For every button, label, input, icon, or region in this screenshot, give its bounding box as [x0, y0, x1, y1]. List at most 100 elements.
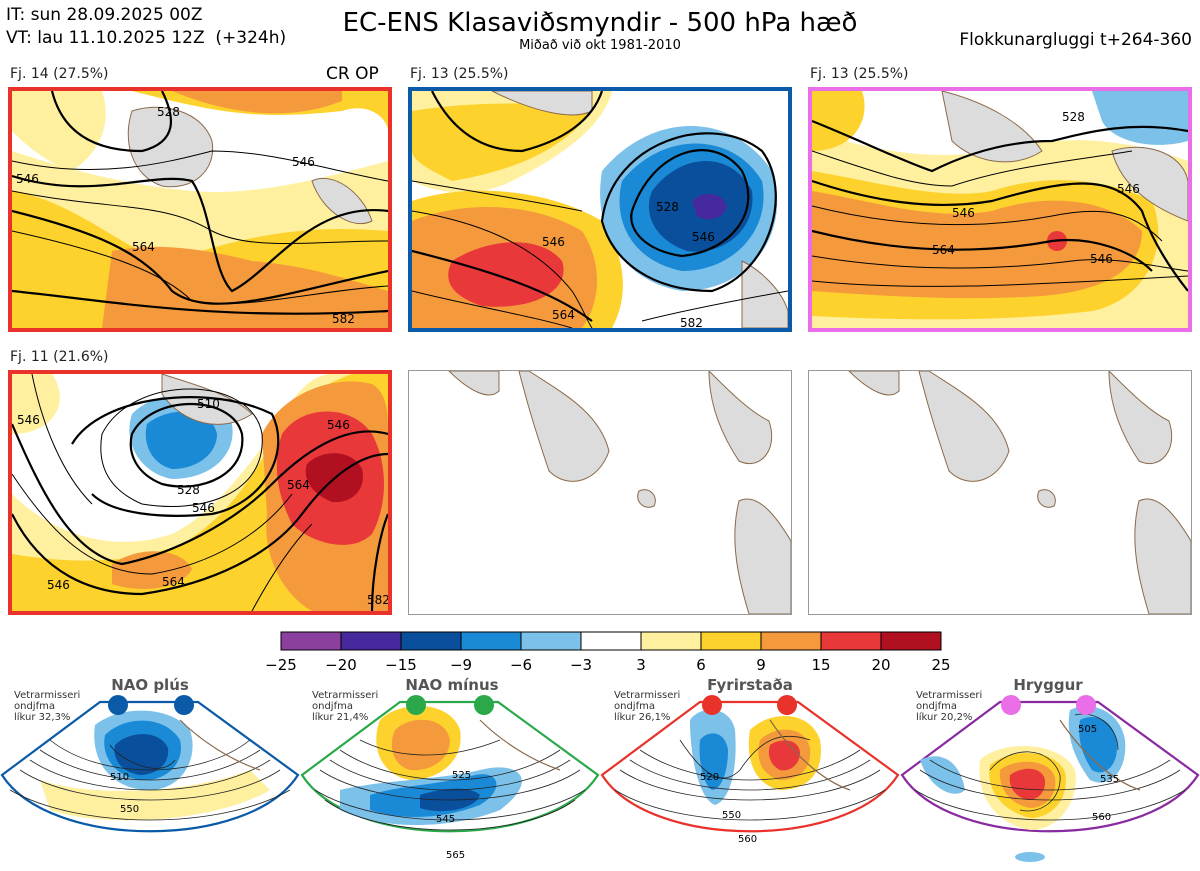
panel-label-3: Fj. 13 (25.5%) — [810, 66, 909, 82]
panel-label-4: Fj. 11 (21.6%) — [10, 349, 109, 365]
colorbar-tick-label: −9 — [449, 656, 473, 674]
colorbar-cell — [460, 631, 522, 651]
colorbar-cell — [640, 631, 702, 651]
cluster-map-3: 528 546 546 564 546 — [808, 87, 1192, 332]
regime-contour-label: 560 — [738, 834, 757, 845]
anomaly-pos-9 — [812, 191, 1142, 299]
regime-title-ridge: Hryggur — [1013, 676, 1083, 694]
regime-dot — [702, 695, 722, 715]
cluster-map-2-svg: 528 546 564 546 582 — [412, 91, 788, 328]
contour-label: 546 — [17, 413, 40, 427]
colorbar-cell — [280, 631, 342, 651]
contour-label: 546 — [47, 578, 70, 592]
contour-528 — [630, 149, 750, 258]
contour-label: 546 — [952, 206, 975, 220]
iceland-land — [637, 489, 656, 508]
regime-contour-label: 525 — [452, 770, 471, 781]
anomaly-neg-20 — [692, 194, 727, 220]
cluster-map-2: 528 546 564 546 582 — [408, 87, 792, 332]
colorbar-tick-label: 3 — [636, 656, 646, 674]
contour-528 — [71, 396, 280, 517]
colorbar — [280, 631, 942, 651]
greenland-land — [918, 371, 1010, 482]
regime-contour-label: 535 — [1100, 774, 1119, 785]
regime-title-block: Fyrirstaða — [707, 676, 793, 694]
europe-land — [734, 498, 791, 614]
contour-label: 528 — [157, 105, 180, 119]
contour-label: 564 — [162, 575, 185, 589]
regime-contour-label: 560 — [1092, 812, 1111, 823]
contour-546 — [600, 132, 777, 293]
arctic-land — [448, 371, 500, 396]
regime-dot — [474, 695, 494, 715]
greenland-land — [127, 106, 214, 188]
contour-label: 528 — [177, 483, 200, 497]
cluster-map-4: 510 528 546 546 564 546 564 546 582 — [8, 370, 392, 615]
scandinavia-land — [1111, 146, 1188, 222]
colorbar-tick-label: −15 — [385, 656, 417, 674]
classification-window: Flokkunargluggi t+264-360 — [959, 30, 1192, 50]
page-subtitle: Miðað við okt 1981-2010 — [519, 38, 681, 53]
regime-sector-nao-plus: 510 550 — [0, 700, 300, 833]
regime-dot — [777, 695, 797, 715]
colorbar-tick-label: 9 — [756, 656, 766, 674]
anomaly-neg-3 — [1092, 91, 1188, 145]
contour-564 — [12, 452, 388, 596]
init-time: IT: sun 28.09.2025 00Z — [6, 5, 203, 25]
contour-label: 546 — [16, 172, 39, 186]
regime-dot — [108, 695, 128, 715]
regime-title-nao-plus: NAO plús — [111, 676, 189, 694]
regime-contour-label: 510 — [110, 772, 129, 783]
contour-label: 564 — [552, 308, 575, 322]
contour-564 — [12, 209, 388, 305]
anomaly-neg-6 — [145, 411, 217, 469]
scandinavia-land — [708, 371, 773, 465]
valid-time: VT: lau 11.10.2025 12Z (+324h) — [6, 28, 287, 48]
contour-546 — [12, 174, 388, 293]
regime-sector-ridge: 505 535 560 — [900, 700, 1200, 862]
colorbar-tick-label: 20 — [871, 656, 891, 674]
regime-dot — [1001, 695, 1021, 715]
contour-label: 546 — [542, 235, 565, 249]
colorbar-tick-label: −20 — [325, 656, 357, 674]
regime-contour-label: 505 — [1078, 724, 1097, 735]
arctic-land — [848, 371, 900, 396]
anomaly-pos-3-nw — [12, 91, 106, 171]
contour-564 — [412, 249, 593, 322]
colorbar-cell — [760, 631, 822, 651]
colorbar-tick-label: 25 — [931, 656, 951, 674]
scandinavia-land — [1108, 371, 1173, 465]
cluster-map-1-svg: 546 528 564 546 582 — [12, 91, 388, 328]
contour-label: 546 — [327, 418, 350, 432]
contour-label: 582 — [680, 316, 703, 328]
colorbar-tick-label: 15 — [811, 656, 831, 674]
regime-contour-label: 565 — [446, 850, 465, 861]
regime-dot — [406, 695, 426, 715]
colorbar-tick-label: −6 — [509, 656, 533, 674]
contour-528 — [50, 91, 172, 153]
contour-label: 546 — [1117, 182, 1140, 196]
colorbar-cell — [820, 631, 882, 651]
cluster-map-4-svg: 510 528 546 546 564 546 564 546 582 — [12, 374, 388, 611]
regime-stat-ridge: Vetrarmisseri ondjfma líkur 20,2% — [916, 690, 983, 723]
anomaly-pos-6-nw — [812, 91, 865, 151]
anomaly-pos-15 — [448, 242, 564, 307]
colorbar-cell — [880, 631, 942, 651]
contour-546 — [812, 179, 1188, 292]
colorbar-cell — [580, 631, 642, 651]
contour-label: 528 — [656, 200, 679, 214]
colorbar-cell — [700, 631, 762, 651]
iceland-land — [1037, 489, 1056, 508]
contour-label: 546 — [292, 155, 315, 169]
regime-sector-nao-minus: 525 545 565 — [300, 700, 600, 861]
empty-map-5 — [408, 370, 792, 615]
panel-label-1: Fj. 14 (27.5%) — [10, 66, 109, 82]
regime-contour-label: 550 — [722, 810, 741, 821]
empty-map-6 — [808, 370, 1192, 615]
anomaly-pos-6 — [412, 103, 592, 181]
contour-label: 546 — [692, 230, 715, 244]
regime-dot — [174, 695, 194, 715]
contour-546 — [12, 423, 388, 566]
regime-contour-label: 550 — [120, 804, 139, 815]
panel-tag-crop: CR OP — [326, 64, 379, 84]
